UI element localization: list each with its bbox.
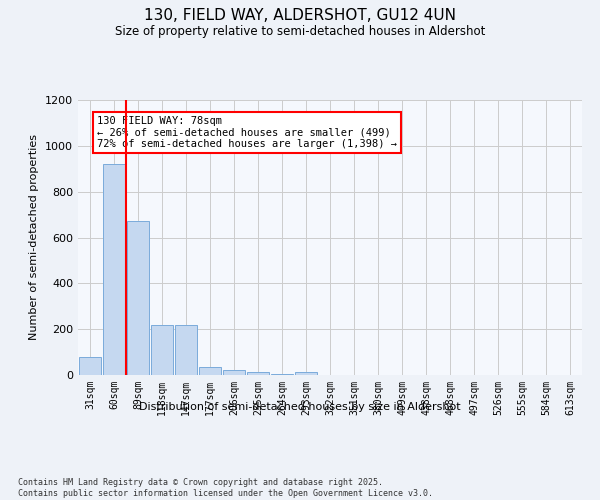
Bar: [199, 367, 221, 375]
Bar: [103, 164, 125, 375]
Bar: [151, 324, 173, 375]
Y-axis label: Number of semi-detached properties: Number of semi-detached properties: [29, 134, 40, 340]
Bar: [223, 370, 245, 375]
Text: Contains HM Land Registry data © Crown copyright and database right 2025.
Contai: Contains HM Land Registry data © Crown c…: [18, 478, 433, 498]
Bar: [295, 372, 317, 375]
Bar: [247, 372, 269, 375]
Bar: [79, 356, 101, 375]
Text: Size of property relative to semi-detached houses in Aldershot: Size of property relative to semi-detach…: [115, 25, 485, 38]
Bar: [175, 324, 197, 375]
Text: Distribution of semi-detached houses by size in Aldershot: Distribution of semi-detached houses by …: [139, 402, 461, 412]
Bar: [127, 222, 149, 375]
Text: 130, FIELD WAY, ALDERSHOT, GU12 4UN: 130, FIELD WAY, ALDERSHOT, GU12 4UN: [144, 8, 456, 22]
Bar: [271, 374, 293, 375]
Text: 130 FIELD WAY: 78sqm
← 26% of semi-detached houses are smaller (499)
72% of semi: 130 FIELD WAY: 78sqm ← 26% of semi-detac…: [97, 116, 397, 149]
